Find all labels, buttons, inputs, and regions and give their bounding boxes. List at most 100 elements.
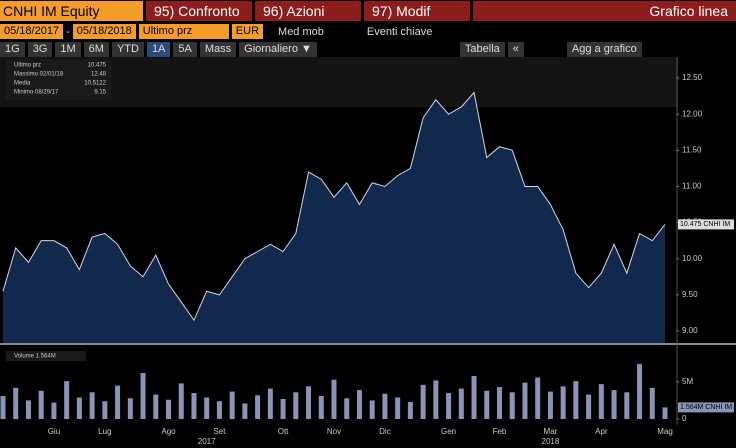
x-tick-label: Set (213, 427, 226, 436)
y-tick-label: 11.00 (682, 182, 702, 191)
volume-bar (446, 393, 452, 419)
last-tag-bg (678, 219, 734, 230)
period-button[interactable]: 1M (55, 41, 81, 57)
volume-bar (662, 407, 668, 419)
volume-bar (331, 379, 337, 419)
volume-bar (102, 401, 108, 419)
volume-bar (191, 393, 197, 419)
volume-bar (586, 394, 592, 419)
year-label: 2017 (198, 437, 216, 446)
volume-bar (407, 401, 413, 419)
x-tick-label: Nov (327, 427, 341, 436)
volume-bar (0, 396, 6, 419)
period-button[interactable]: 1G (0, 41, 25, 57)
period-button[interactable]: Mass (199, 41, 237, 57)
volume-bar (242, 403, 248, 419)
panel-bg (0, 57, 678, 107)
volume-bar (166, 399, 171, 419)
moving-avg[interactable]: Med mob (278, 25, 324, 38)
period-button[interactable]: 1A (146, 41, 171, 57)
volume-bar (535, 377, 541, 419)
period-button[interactable]: 6M (83, 41, 109, 57)
y-tick-label: 9.50 (682, 290, 698, 299)
y-tick-label: 12.00 (682, 109, 703, 118)
volume-bar (497, 387, 502, 419)
collapse-button[interactable]: « (507, 41, 524, 57)
range-bar: 05/18/2017 - 05/18/2018 Ultimo prz EUR M… (0, 23, 736, 40)
volume-bar (547, 391, 553, 419)
volume-legend: Volume 1.564M (14, 354, 56, 360)
volume-bar (624, 392, 630, 419)
volume-bar (267, 388, 273, 419)
price-area (3, 92, 665, 344)
x-tick-label: Ott (278, 427, 289, 436)
legend-label: Ultimo prz (14, 63, 41, 69)
volume-bar (127, 398, 133, 419)
volume-bar (509, 392, 515, 419)
legend-box (6, 60, 111, 100)
volume-bar (51, 402, 57, 419)
volume-bar (64, 381, 70, 419)
volume-bar (25, 400, 31, 419)
start-date[interactable]: 05/18/2017 (0, 24, 64, 39)
volume-bar (306, 386, 312, 419)
volume-bar (280, 398, 286, 419)
volume-bar (318, 396, 324, 419)
x-tick-label: Apr (595, 427, 608, 436)
table-button[interactable]: Tabella (459, 41, 505, 57)
legend-value: 9.15 (94, 90, 106, 96)
volume-bar (420, 384, 426, 419)
volume-bar (13, 387, 19, 419)
price-line (2, 91, 666, 322)
button[interactable]: 96) Azioni (255, 1, 361, 21)
period-button[interactable]: 3G (27, 41, 53, 57)
volume-bar (611, 390, 617, 419)
volume-bar (560, 386, 566, 419)
x-tick-label: Giu (48, 427, 60, 436)
button[interactable]: 97) Modif (364, 1, 470, 21)
volume-bar (293, 392, 299, 419)
field[interactable]: Ultimo prz (138, 24, 229, 39)
y-tick-label: 0 (682, 414, 687, 423)
volume-bar (598, 384, 604, 419)
volume-bar (229, 391, 235, 419)
legend-value: 12.48 (91, 72, 107, 78)
volume-bar (89, 392, 95, 419)
volume-bar (140, 373, 146, 419)
volume-bar (153, 394, 159, 419)
volume-bar (649, 387, 655, 419)
button[interactable]: 95) Confronto (146, 1, 252, 21)
volume-bar (115, 385, 121, 419)
volume-legend-bg (6, 351, 86, 361)
volume-bar (395, 397, 401, 419)
volume-bar (433, 380, 439, 419)
dash: - (66, 25, 70, 38)
y-tick-label: 5M (682, 377, 693, 386)
end-date[interactable]: 05/18/2018 (72, 24, 136, 39)
volume-bar (637, 364, 643, 419)
chart: 9.009.5010.0010.5011.0011.5012.0012.50Ul… (0, 57, 736, 448)
volume-bar (178, 383, 184, 419)
frequency[interactable]: Giornaliero ▼ (239, 41, 317, 57)
period-button[interactable]: YTD (111, 41, 144, 57)
year-label: 2018 (542, 437, 560, 446)
legend-label: Massimo 02/01/18 (14, 72, 64, 78)
x-tick-label: Gen (441, 427, 456, 436)
security[interactable]: CNHI IM Equity (0, 1, 143, 21)
period-button[interactable]: 5A (173, 41, 197, 57)
volume-tag-bg (678, 402, 734, 413)
volume-bar (458, 388, 464, 419)
y-tick-label: 9.00 (682, 326, 698, 335)
y-tick-label: 12.50 (682, 73, 703, 82)
add-button[interactable]: Agg a grafico (566, 41, 642, 57)
legend-label: Media (14, 81, 31, 87)
key-events[interactable]: Eventi chiave (366, 25, 433, 38)
x-tick-label: Mar (544, 427, 558, 436)
x-tick-label: Feb (493, 427, 507, 436)
currency[interactable]: EUR (231, 24, 264, 39)
x-tick-label: Lug (98, 427, 111, 436)
x-tick-label: Dic (379, 427, 391, 436)
x-tick-label: Ago (161, 427, 176, 436)
chart-kind: Grafico linea (473, 1, 736, 21)
